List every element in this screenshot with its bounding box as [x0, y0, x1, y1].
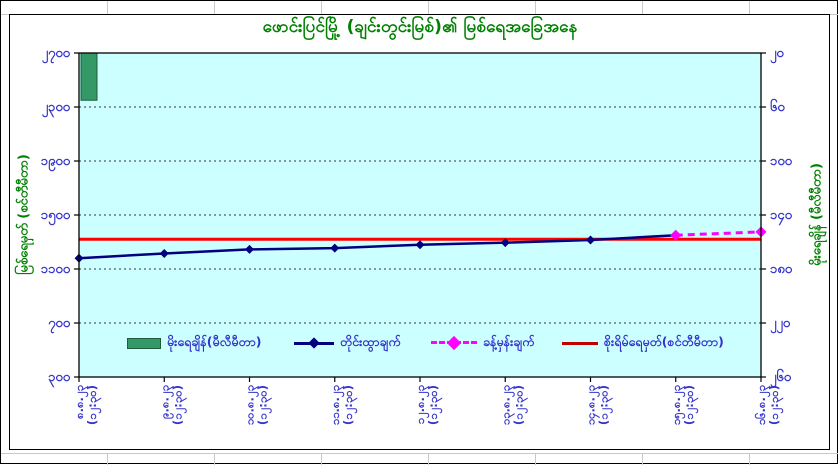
marker-diamond: [245, 244, 254, 254]
marker-diamond: [586, 235, 595, 245]
spreadsheet-gridline: [642, 453, 643, 465]
spreadsheet-gridline: [107, 453, 108, 465]
y-axis-tick-label-right: ၂၂၀: [770, 316, 791, 334]
marker-diamond: [670, 229, 682, 241]
spreadsheet-gridline: [214, 453, 215, 465]
x-axis-label-date: ၁၃.၈.၂၃: [498, 384, 515, 425]
y-axis-tick-label-right: ၁၈၀: [770, 262, 793, 277]
spreadsheet-gridline: [642, 1, 643, 14]
x-axis-label-time: (၁၂:၃၀): [256, 385, 273, 425]
danger-line-swatch: [562, 341, 598, 345]
legend-label-observed: တိုင်းထွာချက်: [340, 333, 401, 349]
y-axis-tick-label-right: ၆၀: [770, 98, 785, 115]
x-axis-label-date: ၁၄.၈.၂၃: [584, 384, 601, 425]
observed-line-swatch: [294, 337, 334, 349]
marker-diamond: [159, 248, 169, 258]
y-axis-tick-label-left: ၃၀၀: [48, 370, 71, 388]
x-axis-label-date: ၁၆.၈.၂၃: [754, 384, 771, 425]
legend-item-observed: တိုင်းထွာချက်: [294, 332, 401, 354]
x-axis-label-date: ၉.၈.၂၃: [157, 384, 174, 419]
spreadsheet-gridline: [321, 1, 322, 14]
legend-label-danger: စိုးရိမ်ရေမှတ်(စင်တီမီတာ): [604, 333, 724, 349]
marker-diamond: [500, 238, 510, 248]
x-axis-label-date: ၁၅.၈.၂၃: [669, 384, 686, 425]
legend: မိုးရေချိန်(မီလီမီတာ) တိုင်းထွာချက် ခန့်…: [1, 332, 838, 354]
y-axis-tick-label-left: ၁၅၀၀: [41, 208, 71, 226]
legend-item-danger: စိုးရိမ်ရေမှတ်(စင်တီမီတာ): [562, 332, 724, 354]
legend-label-forecast: ခန့်မှန်းချက်: [483, 333, 535, 349]
spreadsheet-gridline: [214, 1, 215, 14]
chart-title: ဖောင်းပြင်မြို့ (ချင်းတွင်းမြစ်)၏ မြစ်ရေ…: [262, 17, 578, 37]
legend-item-forecast: ခန့်မှန်းချက်: [431, 332, 535, 354]
x-axis-label-date: ၈.၈.၂၃: [72, 384, 89, 420]
y-axis-title-right: မိုးရေချိန် (မီလီမီတာ): [809, 163, 825, 266]
spreadsheet-gridline: [749, 453, 750, 465]
spreadsheet-gridline: [428, 453, 429, 465]
y-axis-tick-label-left: ၂၇၀၀: [42, 46, 71, 64]
marker-diamond: [415, 240, 425, 250]
spreadsheet-gridline: [535, 453, 536, 465]
x-axis-label-date: ၁၂.၈.၂၃: [413, 384, 430, 424]
y-axis-tick-label-left: ၇၀၀: [48, 316, 71, 334]
y-axis-tick-label-right: ၁၄၀: [770, 208, 793, 226]
spreadsheet-gridline: [535, 1, 536, 14]
rainfall-bar: [80, 52, 98, 101]
x-axis-label-time: (၁၂:၃၀): [767, 385, 784, 425]
y-axis-title-left: မြစ်ရေမှတ် (စင်တီမီတာ): [16, 154, 32, 275]
spreadsheet-gridline: [749, 1, 750, 14]
x-axis-label-time: (၁၂:၃၀): [511, 385, 528, 425]
y-axis-tick-label-right: ၁၀၀: [770, 154, 793, 169]
series-line-1: [78, 234, 676, 260]
y-axis-tick-label-left: ၁၉၀၀: [41, 154, 71, 172]
x-axis-label-time: (၁၂:၃၀): [341, 385, 358, 425]
forecast-line-swatch: [431, 335, 477, 351]
spreadsheet-gridline: [428, 1, 429, 14]
x-axis-label-date: ၁၁.၈.၂၃: [328, 384, 345, 425]
spreadsheet-gridline: [1, 453, 838, 454]
spreadsheet-gridline: [321, 453, 322, 465]
x-axis-label-date: ၁၀.၈.၂၃: [243, 384, 260, 425]
x-axis-label-time: (၁၂:၃၀): [426, 385, 443, 425]
x-axis-label-time: (၁၂:၃၀): [597, 385, 614, 425]
spreadsheet-gridline: [107, 1, 108, 14]
y-axis-tick-label-right: ၂၆၀: [770, 368, 792, 388]
y-axis-tick-label-left: ၂၃၀၀: [42, 100, 71, 118]
legend-label-rainfall: မိုးရေချိန်(မီလီမီတာ): [167, 333, 262, 349]
rainfall-bar-swatch: [127, 337, 161, 349]
x-axis-label-time: (၁၂:၃၀): [85, 385, 102, 425]
x-axis-label-time: (၁၂:၃၀): [682, 385, 699, 425]
y-axis-tick-label-left: ၁၁၀၀: [41, 262, 71, 277]
y-axis-tick-label-right: ၂၀: [770, 46, 784, 64]
marker-diamond: [330, 243, 340, 253]
legend-item-rainfall: မိုးရေချိန်(မီလီမီတာ): [127, 332, 262, 354]
series-line-2: [675, 230, 762, 237]
x-axis-label-time: (၁၂:၃၀): [170, 385, 187, 425]
